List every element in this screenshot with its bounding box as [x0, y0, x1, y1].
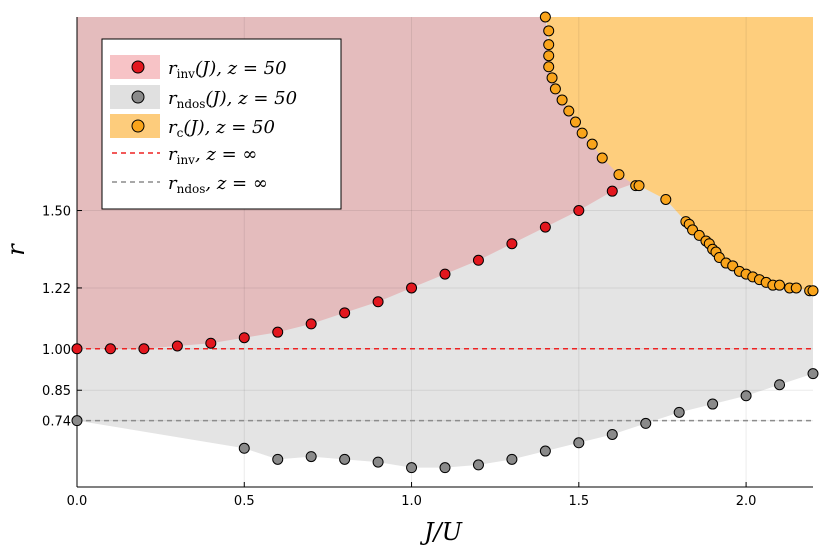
- data-point-ndos: [606, 428, 618, 440]
- data-point-inv: [205, 337, 217, 349]
- data-point-inv: [506, 238, 518, 250]
- data-point-ndos: [673, 406, 685, 418]
- legend-entry-inv-line: rinv, z = ∞: [112, 144, 257, 167]
- data-point-c: [586, 138, 598, 150]
- data-point-c: [543, 25, 555, 37]
- data-point-ndos: [272, 453, 284, 465]
- x-tick-label: 0.5: [234, 494, 255, 509]
- region-c: [545, 17, 813, 291]
- data-point-ndos: [71, 415, 83, 427]
- data-point-c: [613, 169, 625, 181]
- data-point-ndos: [707, 398, 719, 410]
- legend-label-ndos: rndos(J), z = 50: [168, 88, 297, 111]
- data-point-inv: [272, 326, 284, 338]
- data-point-inv: [372, 296, 384, 308]
- x-tick-label: 2.0: [736, 494, 757, 509]
- data-point-c: [807, 285, 819, 297]
- data-point-inv: [539, 221, 551, 233]
- data-point-ndos: [539, 445, 551, 457]
- data-point-ndos: [774, 379, 786, 391]
- data-point-inv: [606, 185, 618, 197]
- y-tick-label: 0.74: [42, 415, 71, 430]
- data-point-ndos: [740, 390, 752, 402]
- legend-label-inv: rinv(J), z = 50: [168, 58, 287, 81]
- data-point-c: [790, 282, 802, 294]
- data-point-ndos: [439, 462, 451, 474]
- data-point-ndos: [339, 453, 351, 465]
- data-point-inv: [472, 254, 484, 266]
- legend-entry-ndos: rndos(J), z = 50: [110, 85, 297, 111]
- legend-marker-c: [131, 119, 145, 133]
- legend: rinv(J), z = 50 rndos(J), z = 50 rc(J), …: [101, 38, 342, 210]
- legend-entry-c: rc(J), z = 50: [110, 114, 275, 140]
- data-point-c: [596, 152, 608, 164]
- data-point-ndos: [472, 459, 484, 471]
- data-point-ndos: [573, 437, 585, 449]
- data-point-ndos: [406, 462, 418, 474]
- legend-entry-ndos-line: rndos, z = ∞: [112, 173, 268, 196]
- data-point-inv: [71, 343, 83, 355]
- data-point-c: [563, 105, 575, 117]
- data-point-c: [539, 11, 551, 23]
- data-point-c: [633, 180, 645, 192]
- legend-label-inv-line: rinv, z = ∞: [168, 144, 257, 167]
- data-point-c: [556, 94, 568, 106]
- data-point-c: [569, 116, 581, 128]
- data-point-inv: [171, 340, 183, 352]
- data-point-inv: [138, 343, 150, 355]
- x-axis-label: J/U: [419, 518, 463, 546]
- data-point-ndos: [305, 451, 317, 463]
- data-point-c: [543, 50, 555, 62]
- y-tick-label: 1.00: [42, 343, 71, 358]
- y-tick-label: 0.85: [42, 384, 71, 399]
- data-point-c: [543, 39, 555, 51]
- legend-entry-inv: rinv(J), z = 50: [110, 55, 287, 81]
- legend-marker-inv: [131, 60, 145, 74]
- data-point-c: [576, 127, 588, 139]
- data-point-inv: [439, 268, 451, 280]
- data-point-inv: [104, 343, 116, 355]
- y-tick-label: 1.50: [42, 205, 71, 220]
- data-point-c: [660, 193, 672, 205]
- y-axis-label: r: [2, 243, 30, 256]
- x-tick-label: 1.5: [568, 494, 589, 509]
- data-point-ndos: [807, 368, 819, 380]
- data-point-inv: [305, 318, 317, 330]
- data-point-inv: [573, 205, 585, 217]
- data-point-inv: [339, 307, 351, 319]
- data-point-ndos: [238, 442, 250, 454]
- data-point-inv: [238, 332, 250, 344]
- legend-label-ndos-line: rndos, z = ∞: [168, 173, 268, 196]
- data-point-ndos: [506, 453, 518, 465]
- data-point-c: [774, 279, 786, 291]
- data-point-c: [543, 61, 555, 73]
- y-tick-label: 1.22: [42, 282, 71, 297]
- legend-marker-ndos: [131, 90, 145, 104]
- data-point-c: [549, 83, 561, 95]
- data-point-inv: [406, 282, 418, 294]
- data-point-ndos: [640, 417, 652, 429]
- data-point-ndos: [372, 456, 384, 468]
- x-tick-label: 1.0: [401, 494, 422, 509]
- data-point-c: [546, 72, 558, 84]
- legend-label-c: rc(J), z = 50: [168, 117, 275, 140]
- x-tick-label: 0.0: [67, 494, 88, 509]
